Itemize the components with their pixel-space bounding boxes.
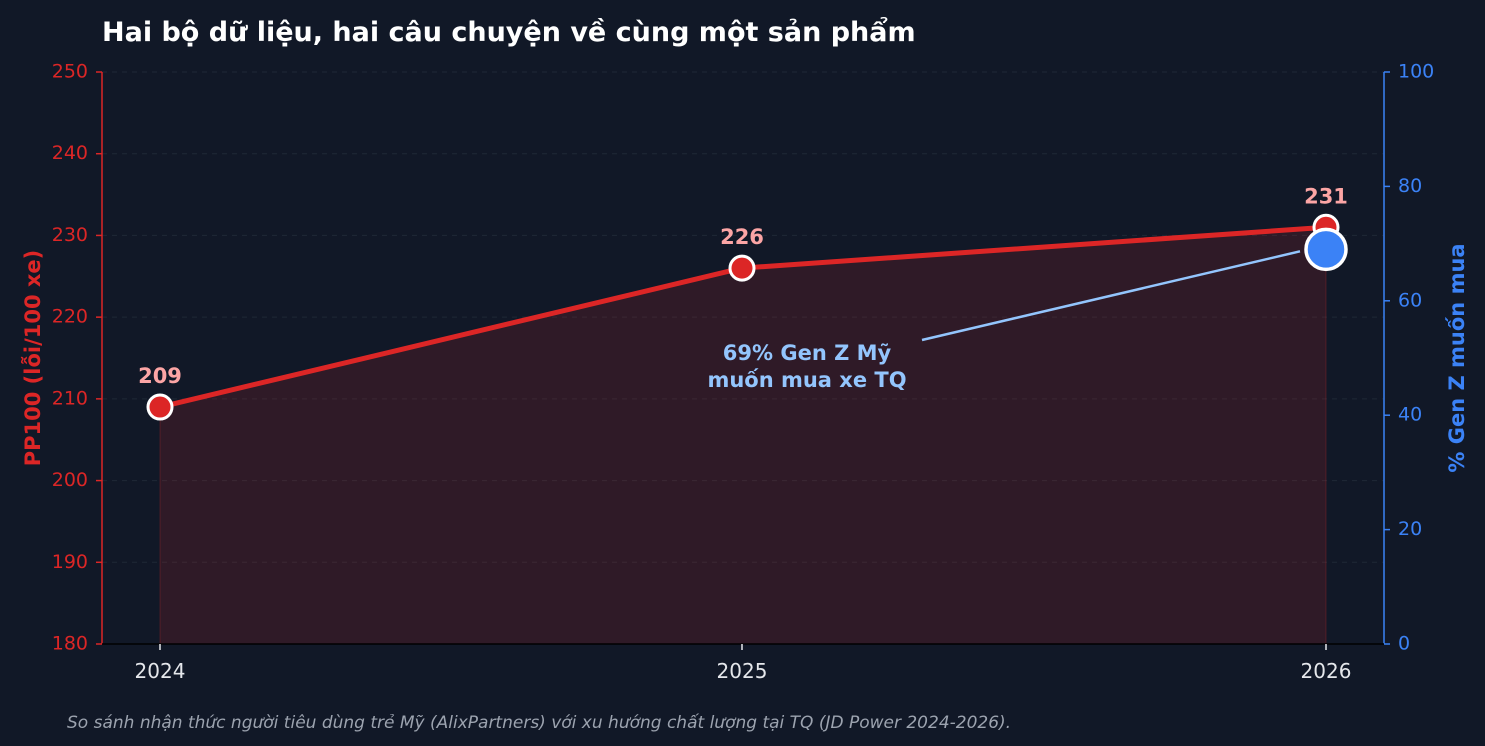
left-tick-label-0: 180 (52, 633, 88, 655)
x-axis-ticks: 2024 2025 2026 (135, 644, 1352, 683)
footnote: So sánh nhận thức người tiêu dùng trẻ Mỹ… (67, 712, 1011, 733)
left-tick-label-4: 220 (52, 306, 88, 328)
area-path (159, 226, 1327, 645)
right-tick-label-1: 20 (1398, 518, 1422, 540)
x-tick-label-0: 2024 (135, 659, 186, 683)
annotation-arrow (921, 250, 1301, 342)
annotation-line-2: muốn mua xe TQ (707, 368, 906, 392)
annotation: 69% Gen Z Mỹ muốn mua xe TQ (707, 250, 1301, 392)
left-tick-label-5: 230 (52, 224, 88, 246)
right-axis-ticks: 0 20 40 60 80 100 (1384, 61, 1434, 655)
grid (102, 71, 1384, 645)
left-tick-label-6: 240 (52, 142, 88, 164)
series-point-0 (146, 393, 174, 421)
chart-title: Hai bộ dữ liệu, hai câu chuyện về cùng m… (102, 15, 916, 48)
right-tick-label-0: 0 (1398, 633, 1410, 655)
y-axis-left-label: PP100 (lỗi/100 xe) (21, 250, 45, 467)
left-axis-ticks: 180 190 200 210 220 230 240 250 (52, 61, 102, 655)
right-tick-label-3: 60 (1398, 289, 1422, 311)
left-tick-label-1: 190 (52, 551, 88, 573)
y-axis-right-label: % Gen Z muốn mua (1445, 243, 1469, 472)
data-label-0: 209 (138, 364, 182, 388)
genz-point (1304, 227, 1348, 272)
x-tick-label-1: 2025 (717, 659, 768, 683)
area-fill (159, 226, 1327, 645)
data-label-1: 226 (720, 225, 764, 249)
right-tick-label-5: 100 (1398, 61, 1434, 83)
series-pp100: 209 226 231 (138, 184, 1348, 421)
left-tick-label-2: 200 (52, 469, 88, 491)
series-point-1 (728, 254, 756, 282)
left-tick-label-7: 250 (52, 61, 88, 83)
series-genz (1304, 227, 1348, 272)
right-tick-label-4: 80 (1398, 175, 1422, 197)
right-tick-label-2: 40 (1398, 404, 1422, 426)
left-tick-label-3: 210 (52, 387, 88, 409)
data-label-2: 231 (1304, 184, 1348, 208)
axes (101, 72, 1385, 645)
x-tick-label-2: 2026 (1301, 659, 1352, 683)
annotation-line-1: 69% Gen Z Mỹ (723, 341, 892, 365)
